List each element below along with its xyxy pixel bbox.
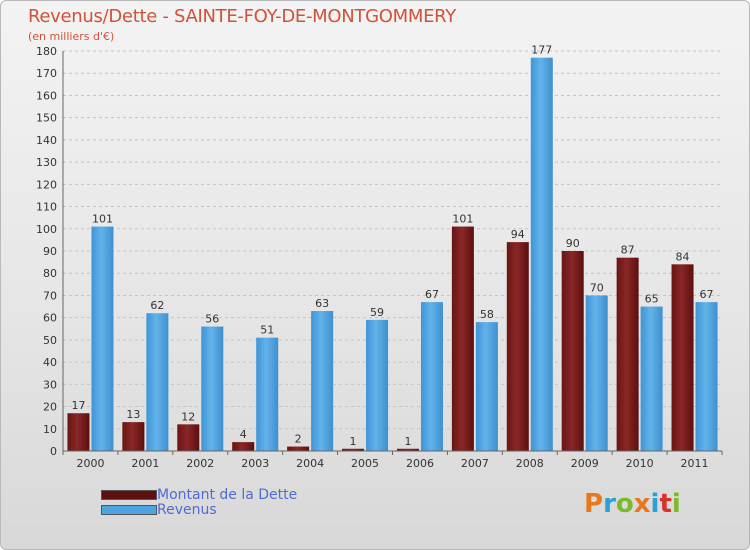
y-tick-label: 10 <box>43 423 57 436</box>
x-tick-label: 2001 <box>131 457 159 470</box>
bar-revenus <box>201 326 224 451</box>
data-label-revenus: 56 <box>205 313 219 326</box>
data-label-revenus: 67 <box>425 288 439 301</box>
data-label-dette: 1 <box>350 435 357 448</box>
bar-dette <box>506 242 529 451</box>
data-label-revenus: 65 <box>645 293 659 306</box>
data-label-dette: 2 <box>295 433 302 446</box>
data-label-revenus: 177 <box>531 44 552 57</box>
data-label-dette: 94 <box>511 228 525 241</box>
bar-revenus <box>256 337 279 451</box>
bar-revenus <box>91 226 114 451</box>
data-label-dette: 17 <box>71 399 85 412</box>
data-label-dette: 12 <box>181 410 195 423</box>
data-label-revenus: 59 <box>370 306 384 319</box>
bar-revenus <box>475 322 498 451</box>
y-tick-label: 150 <box>36 112 57 125</box>
bar-revenus <box>695 302 718 451</box>
data-label-dette: 84 <box>676 250 690 263</box>
bar-dette <box>122 422 145 451</box>
logo-letter: t <box>659 489 672 519</box>
x-tick-label: 2006 <box>406 457 434 470</box>
logo-letter: i <box>650 489 660 519</box>
bar-dette <box>177 424 200 451</box>
legend-swatch-debt <box>101 490 157 500</box>
bar-revenus <box>146 313 169 451</box>
proxiti-logo: Proxiti <box>584 489 681 519</box>
data-label-revenus: 63 <box>315 297 329 310</box>
bar-dette <box>396 448 419 451</box>
bar-revenus <box>366 319 389 451</box>
data-label-revenus: 51 <box>260 324 274 337</box>
logo-letter: i <box>671 489 681 519</box>
y-tick-label: 80 <box>43 267 57 280</box>
y-tick-label: 0 <box>50 445 57 458</box>
bar-revenus <box>585 295 608 451</box>
data-label-revenus: 101 <box>92 213 113 226</box>
x-tick-label: 2000 <box>76 457 104 470</box>
y-tick-label: 180 <box>36 45 57 58</box>
data-label-dette: 101 <box>452 213 473 226</box>
data-label-dette: 87 <box>621 244 635 257</box>
data-label-dette: 4 <box>240 428 247 441</box>
bar-revenus <box>311 311 334 451</box>
logo-letter: x <box>633 489 651 519</box>
y-tick-label: 20 <box>43 401 57 414</box>
y-tick-label: 70 <box>43 289 57 302</box>
x-tick-label: 2003 <box>241 457 269 470</box>
chart-title: Revenus/Dette - SAINTE-FOY-DE-MONTGOMMER… <box>28 6 456 27</box>
logo-letter: P <box>584 489 604 519</box>
y-tick-label: 120 <box>36 178 57 191</box>
logo-letter: o <box>615 489 634 519</box>
bar-revenus <box>530 57 553 452</box>
data-label-revenus: 67 <box>700 288 714 301</box>
bar-dette <box>232 442 255 451</box>
bar-revenus <box>420 302 443 451</box>
bar-dette <box>287 446 310 451</box>
legend-swatch-revenue <box>101 505 157 515</box>
x-tick-label: 2007 <box>461 457 489 470</box>
y-tick-label: 100 <box>36 223 57 236</box>
x-tick-label: 2004 <box>296 457 324 470</box>
y-tick-label: 40 <box>43 356 57 369</box>
legend-label-revenue: Revenus <box>157 502 217 518</box>
bar-dette <box>671 264 694 451</box>
x-tick-label: 2002 <box>186 457 214 470</box>
data-label-revenus: 58 <box>480 308 494 321</box>
legend-label-debt: Montant de la Dette <box>157 487 298 503</box>
data-label-dette: 1 <box>404 435 411 448</box>
data-label-revenus: 62 <box>150 299 164 312</box>
bar-dette <box>616 257 639 451</box>
y-tick-label: 50 <box>43 334 57 347</box>
y-tick-label: 170 <box>36 67 57 80</box>
x-tick-label: 2011 <box>681 457 709 470</box>
y-tick-label: 130 <box>36 156 57 169</box>
y-tick-label: 90 <box>43 245 57 258</box>
x-tick-label: 2010 <box>626 457 654 470</box>
y-tick-label: 140 <box>36 134 57 147</box>
logo-letter: r <box>603 489 616 519</box>
bar-dette <box>342 448 365 451</box>
x-tick-label: 2005 <box>351 457 379 470</box>
data-label-dette: 90 <box>566 237 580 250</box>
y-tick-label: 110 <box>36 201 57 214</box>
data-label-dette: 13 <box>126 408 140 421</box>
x-tick-label: 2009 <box>571 457 599 470</box>
y-tick-label: 30 <box>43 378 57 391</box>
y-tick-label: 60 <box>43 312 57 325</box>
x-tick-label: 2008 <box>516 457 544 470</box>
bar-dette <box>451 226 474 451</box>
chart-subtitle: (en milliers d'€) <box>28 30 115 43</box>
bar-dette <box>561 251 584 451</box>
bar-revenus <box>640 306 663 451</box>
data-label-revenus: 70 <box>590 281 604 294</box>
y-tick-label: 160 <box>36 89 57 102</box>
bar-dette <box>67 413 90 451</box>
